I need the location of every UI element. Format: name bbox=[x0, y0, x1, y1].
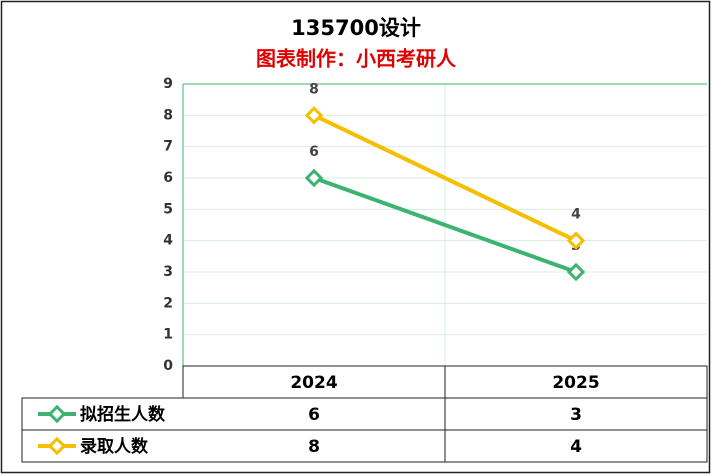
marker bbox=[566, 231, 586, 250]
marker bbox=[566, 262, 586, 282]
series-line bbox=[313, 176, 577, 274]
x-tick-label: 2024 bbox=[290, 373, 337, 393]
table-cell: 6 bbox=[308, 405, 320, 425]
marker bbox=[304, 106, 324, 125]
series-line bbox=[313, 113, 577, 243]
y-tick-label: 8 bbox=[163, 107, 173, 123]
data-label: 4 bbox=[571, 207, 581, 223]
y-tick-label: 4 bbox=[163, 233, 173, 249]
legend-label: 拟招生人数 bbox=[80, 404, 166, 425]
y-tick-label: 9 bbox=[163, 76, 173, 92]
y-tick-label: 2 bbox=[163, 295, 173, 311]
chart-title: 135700设计 bbox=[291, 16, 421, 40]
legend-label: 录取人数 bbox=[80, 436, 149, 457]
legend-marker bbox=[47, 404, 67, 424]
y-tick-label: 1 bbox=[163, 327, 173, 343]
data-label: 6 bbox=[309, 144, 319, 160]
marker bbox=[304, 168, 324, 188]
y-tick-label: 5 bbox=[163, 201, 173, 217]
y-tick-label: 6 bbox=[163, 170, 173, 186]
y-tick-label: 3 bbox=[163, 264, 173, 280]
table-cell: 8 bbox=[308, 437, 320, 457]
data-label: 8 bbox=[309, 81, 319, 97]
legend-marker bbox=[47, 436, 67, 456]
y-tick-label: 7 bbox=[163, 139, 173, 155]
table-cell: 3 bbox=[570, 405, 582, 425]
x-tick-label: 2025 bbox=[552, 373, 599, 393]
table-cell: 4 bbox=[570, 437, 582, 457]
chart-subtitle: 图表制作：小西考研人 bbox=[256, 47, 457, 71]
y-tick-label: 0 bbox=[163, 358, 173, 374]
